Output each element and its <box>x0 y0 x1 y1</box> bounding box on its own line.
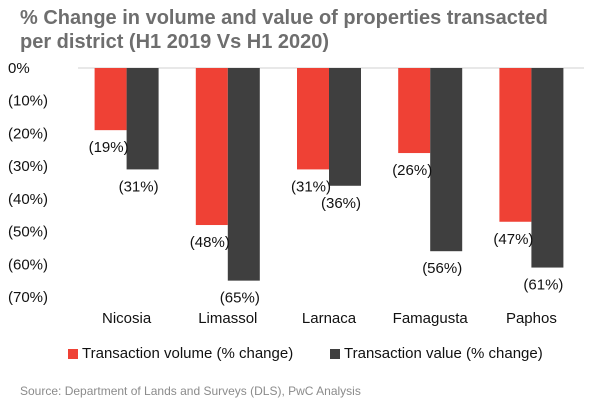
y-tick-label: 0% <box>8 60 30 77</box>
bars <box>94 68 564 281</box>
bar-value <box>329 68 361 186</box>
bar-volume <box>195 68 228 226</box>
x-tick-label: Nicosia <box>102 310 152 327</box>
bar-value <box>126 68 159 170</box>
bar-volume <box>297 68 329 170</box>
bar-volume <box>499 68 532 222</box>
data-label: (31%) <box>119 178 159 195</box>
legend-swatch-volume <box>68 348 78 359</box>
data-label: (26%) <box>392 162 432 179</box>
legend-item-volume: Transaction volume (% change) <box>68 345 293 362</box>
data-label: (65%) <box>220 290 260 307</box>
bar-value <box>531 68 564 268</box>
y-tick-label: (10%) <box>8 93 48 110</box>
x-tick-label: Paphos <box>506 310 557 327</box>
data-label: (48%) <box>190 234 230 251</box>
data-label: (61%) <box>523 277 563 294</box>
legend: Transaction volume (% change) Transactio… <box>0 345 600 365</box>
y-tick-label: (40%) <box>8 191 48 208</box>
x-tick-label: Limassol <box>198 310 257 327</box>
bar-volume <box>94 68 127 131</box>
x-axis: Nicosia Limassol Larnaca Famagusta Paphos <box>102 310 557 327</box>
bar-chart: 0% (10%) (20%) (30%) (40%) (50%) (60%) (70%) (1… <box>8 60 584 327</box>
data-label: (36%) <box>321 195 361 212</box>
x-tick-label: Larnaca <box>302 310 357 327</box>
source-note: Source: Department of Lands and Surveys … <box>20 384 361 398</box>
y-tick-label: (70%) <box>8 289 48 306</box>
data-label: (31%) <box>291 178 331 195</box>
x-tick-label: Famagusta <box>393 310 469 327</box>
data-label: (19%) <box>89 139 129 156</box>
data-label: (47%) <box>493 231 533 248</box>
chart-title: % Change in volume and value of properti… <box>20 7 548 53</box>
data-label: (56%) <box>422 260 462 277</box>
y-tick-label: (20%) <box>8 125 48 142</box>
data-labels: (19%)(31%)(48%)(65%)(31%)(36%)(26%)(56%)… <box>89 139 564 306</box>
legend-swatch-value <box>330 348 340 359</box>
bar-value <box>430 68 463 252</box>
legend-label-value: Transaction value (% change) <box>344 345 543 362</box>
y-tick-label: (50%) <box>8 224 48 241</box>
y-tick-label: (60%) <box>8 256 48 273</box>
y-tick-label: (30%) <box>8 158 48 175</box>
bar-volume <box>398 68 431 154</box>
legend-label-volume: Transaction volume (% change) <box>82 345 294 362</box>
legend-item-value: Transaction value (% change) <box>330 345 543 362</box>
bar-value <box>227 68 260 281</box>
